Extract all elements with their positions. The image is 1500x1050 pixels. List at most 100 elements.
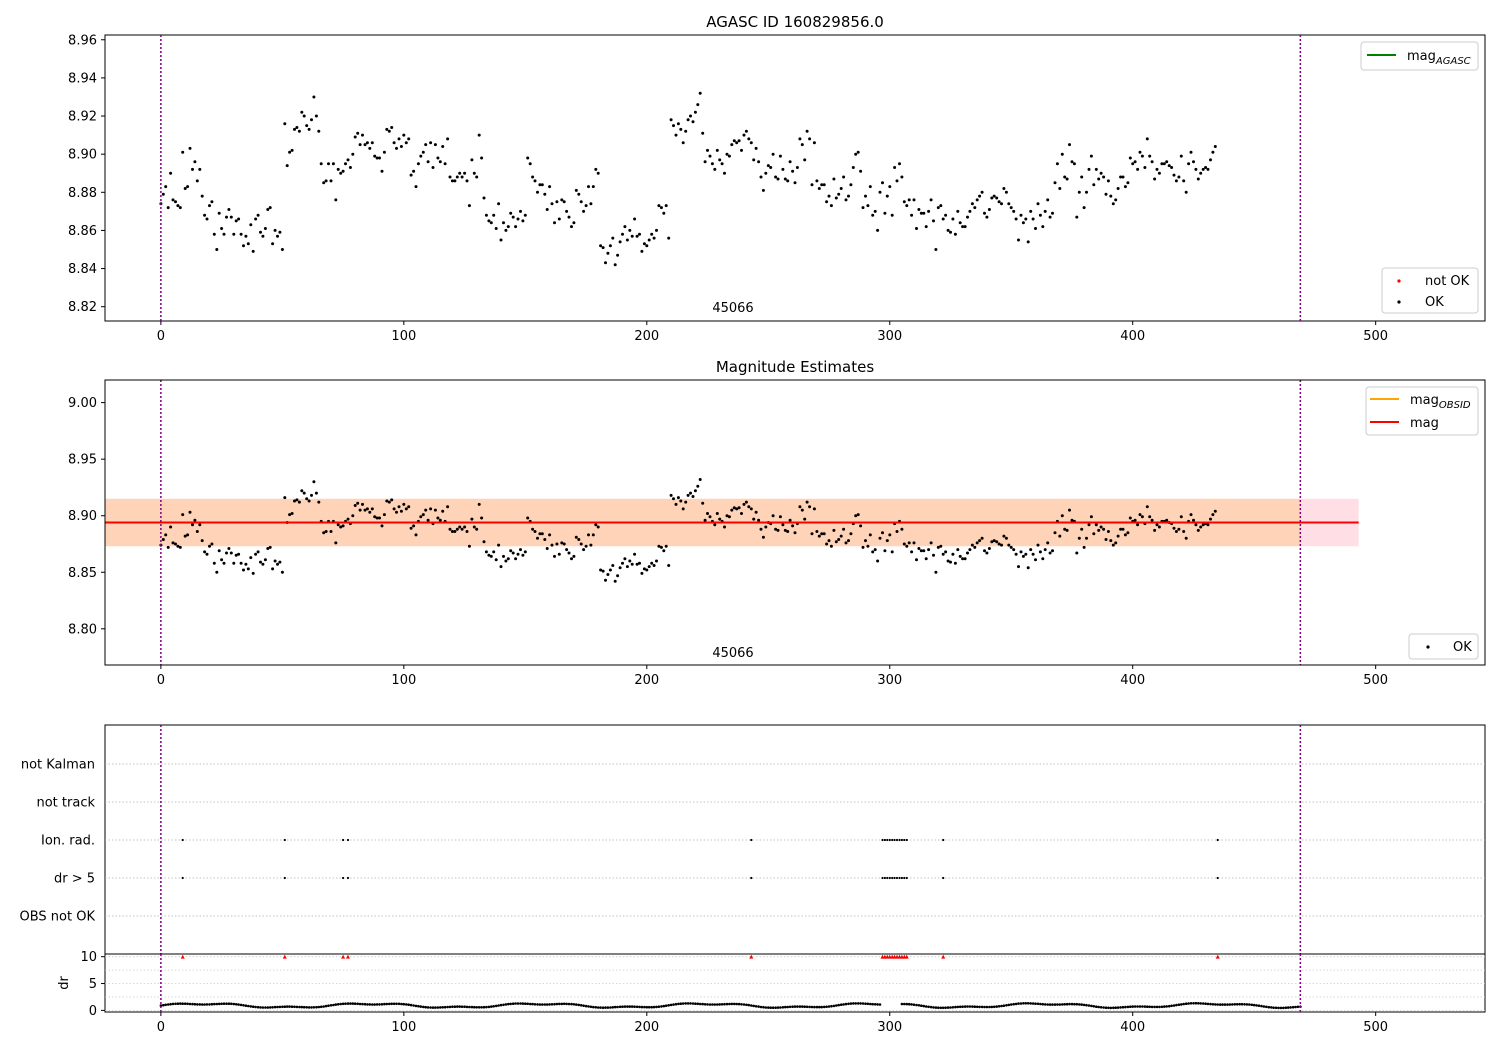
data-point [873, 209, 877, 213]
dr-point [1291, 1005, 1295, 1009]
dr-point [463, 1005, 466, 1008]
data-point [548, 533, 552, 537]
data-point [579, 200, 583, 204]
data-point [246, 242, 250, 246]
data-point [1177, 175, 1181, 179]
dr-point [813, 1005, 816, 1009]
dr-point [332, 1003, 335, 1007]
dr-point [222, 1002, 226, 1005]
data-point [839, 534, 843, 538]
data-point [1157, 171, 1161, 175]
data-point [757, 160, 761, 164]
dr-clipped-marker [941, 954, 946, 959]
data-point [297, 129, 301, 133]
dr-point [368, 1003, 372, 1006]
dr-point [1257, 1004, 1261, 1007]
x-tick-label: 400 [1120, 1020, 1145, 1035]
dr-point [820, 1005, 823, 1009]
data-point [1121, 527, 1125, 531]
data-point [446, 505, 450, 509]
flag-point [905, 838, 908, 842]
data-point [771, 152, 775, 156]
dr-point [903, 1002, 906, 1006]
data-point [667, 564, 671, 567]
dr-point [1272, 1006, 1275, 1009]
dr-point [247, 1004, 250, 1008]
data-point [574, 535, 578, 539]
data-point [409, 173, 413, 177]
data-point [1034, 227, 1037, 230]
data-point [365, 141, 369, 145]
data-point [521, 553, 525, 557]
data-point [322, 531, 326, 535]
dr-point [963, 1005, 967, 1008]
data-point [1009, 545, 1013, 549]
dr-point [1043, 1003, 1047, 1006]
dr-point [784, 1005, 787, 1009]
data-point [288, 150, 292, 154]
data-point [900, 175, 904, 179]
data-point [919, 549, 923, 553]
panel3-frame [104, 724, 1486, 955]
dr-point [635, 1005, 639, 1009]
data-point [912, 198, 916, 202]
data-point [368, 510, 372, 514]
dr-point [684, 1002, 687, 1005]
dr-point [1012, 1002, 1015, 1006]
data-point [217, 549, 221, 553]
data-point [509, 549, 513, 553]
dr-point [356, 1002, 360, 1006]
data-point [1172, 526, 1176, 530]
data-point [453, 179, 457, 183]
data-point [1136, 523, 1140, 527]
panel2-frame [104, 379, 1486, 666]
dr-point [968, 1005, 972, 1008]
dr-point [1051, 1003, 1054, 1006]
data-point [681, 141, 685, 145]
data-point [191, 167, 194, 171]
data-point [720, 162, 724, 166]
data-point [215, 570, 219, 574]
data-point [645, 568, 649, 572]
data-point [718, 517, 722, 521]
data-point [164, 185, 168, 189]
flag-point [1216, 838, 1219, 842]
data-point [195, 179, 199, 183]
dr-point [511, 1002, 515, 1005]
data-point [1017, 565, 1020, 569]
x-tick-label: 100 [391, 673, 416, 688]
data-point [244, 234, 248, 238]
dr-point [835, 1004, 838, 1007]
data-point [689, 491, 692, 495]
data-point [336, 523, 340, 527]
data-point [305, 497, 309, 501]
data-point [271, 242, 275, 246]
dr-point [166, 1003, 170, 1006]
y-tick-label: 8.82 [68, 300, 97, 315]
flag-point [342, 876, 345, 880]
data-point [701, 131, 705, 135]
dr-point [310, 1006, 313, 1009]
data-point [1029, 209, 1033, 213]
dr-point [861, 1002, 865, 1005]
dr-point [169, 1002, 172, 1006]
dr-point [990, 1005, 994, 1009]
data-point [312, 480, 316, 484]
data-point [834, 196, 838, 200]
data-point [448, 527, 452, 531]
data-point [630, 562, 634, 566]
data-point [220, 558, 224, 562]
data-point [1128, 156, 1132, 160]
dr-point [1068, 1002, 1071, 1006]
data-point [1153, 177, 1157, 181]
dr-point [944, 1006, 947, 1009]
data-point [652, 236, 656, 240]
y-tick-label: 8.90 [68, 509, 97, 524]
flag-point [750, 876, 753, 880]
dr-clipped-marker [1215, 954, 1220, 959]
data-point [463, 525, 467, 529]
data-point [174, 542, 177, 546]
data-point [482, 540, 486, 544]
data-point [774, 527, 778, 531]
dr-point [363, 1002, 367, 1006]
